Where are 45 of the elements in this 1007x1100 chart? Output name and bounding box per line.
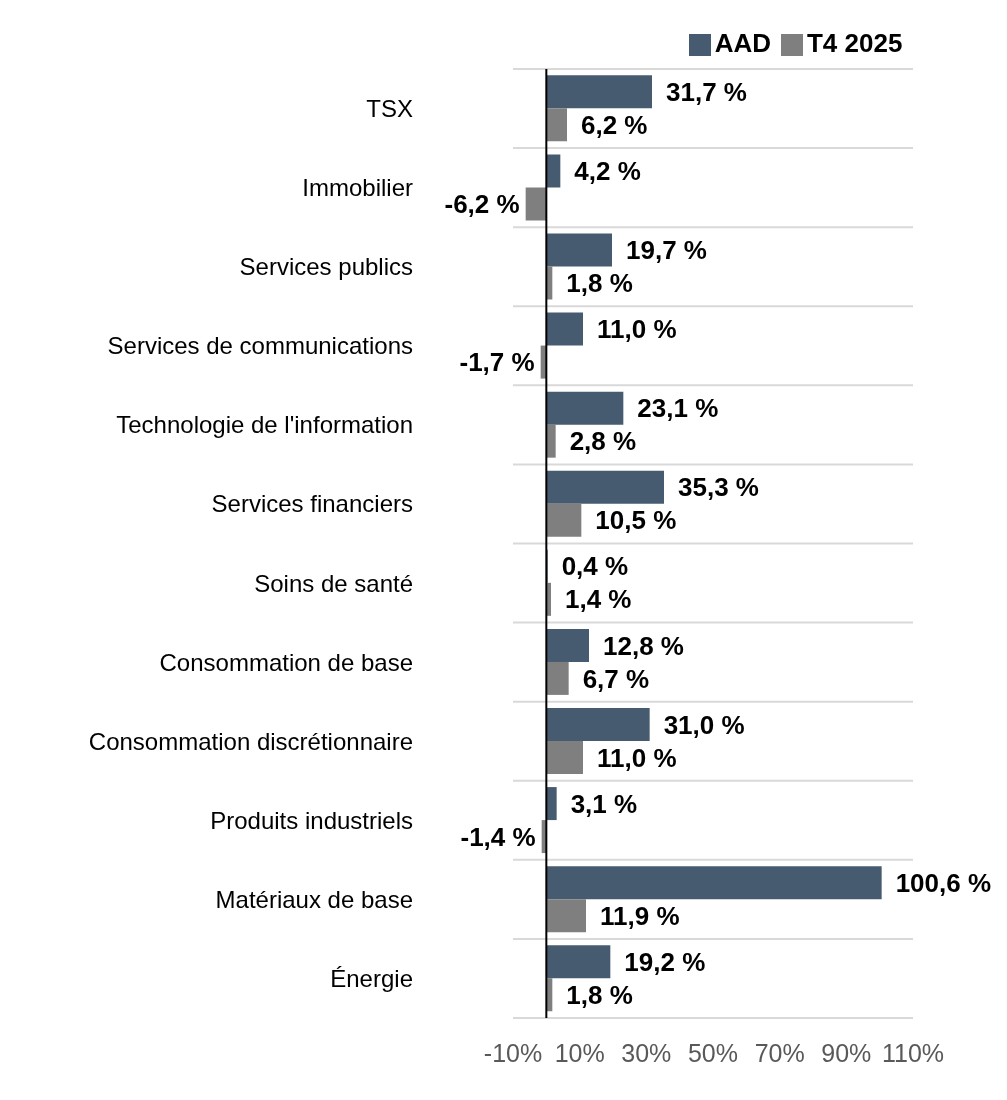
data-label: 19,2 %	[624, 946, 706, 977]
data-label: 6,2 %	[581, 109, 648, 140]
data-label: -1,7 %	[459, 347, 535, 378]
x-tick-label: 90%	[821, 1038, 872, 1067]
y-tick-label: Technologie de l'information	[116, 411, 413, 439]
data-label: 1,4 %	[565, 584, 632, 615]
data-label: 1,8 %	[566, 268, 633, 299]
x-tick-label: 70%	[754, 1038, 805, 1067]
data-label: 23,1 %	[637, 393, 719, 424]
legend-label: T4 2025	[806, 28, 903, 58]
y-tick-label: Matériaux de base	[215, 885, 413, 913]
y-tick-label: TSX	[366, 95, 413, 123]
data-label: 10,5 %	[595, 505, 677, 536]
y-tick-label: Services de communications	[107, 332, 413, 360]
y-tick-label: Immobilier	[302, 174, 413, 202]
y-tick-label: Services financiers	[211, 490, 413, 518]
data-label: 6,7 %	[582, 663, 650, 694]
y-tick-label: Consommation discrétionnaire	[88, 727, 413, 755]
x-tick-label: 50%	[687, 1038, 739, 1067]
data-label: 19,7 %	[626, 235, 707, 266]
data-label: 3,1 %	[570, 788, 638, 819]
y-tick-label: Soins de santé	[254, 569, 413, 597]
x-tick-label: 110%	[881, 1038, 945, 1067]
y-tick-label: Produits industriels	[210, 806, 413, 834]
x-tick-label: 10%	[554, 1038, 605, 1067]
x-tick-label: -10%	[483, 1038, 543, 1067]
data-label: 2,8 %	[569, 426, 637, 457]
y-tick-label: Consommation de base	[159, 648, 413, 676]
data-label: 1,8 %	[566, 979, 633, 1010]
data-label: 0,4 %	[561, 551, 629, 582]
data-label: 11,0 %	[597, 314, 677, 345]
data-label: 31,0 %	[663, 709, 745, 740]
data-label: 35,3 %	[678, 472, 759, 503]
data-label: 100,6 %	[895, 867, 992, 898]
data-label: -1,4 %	[460, 821, 536, 852]
legend-label: AAD	[714, 28, 771, 58]
data-label: 12,8 %	[603, 630, 684, 661]
y-tick-label: Services publics	[239, 253, 413, 281]
x-tick-label: 30%	[621, 1038, 672, 1067]
data-label: 31,7 %	[666, 76, 747, 107]
data-label: 11,9 %	[600, 900, 680, 931]
data-label: 4,2 %	[574, 156, 641, 187]
y-tick-label: Énergie	[330, 964, 413, 992]
data-label: -6,2 %	[444, 189, 520, 220]
data-label: 11,0 %	[597, 742, 677, 773]
